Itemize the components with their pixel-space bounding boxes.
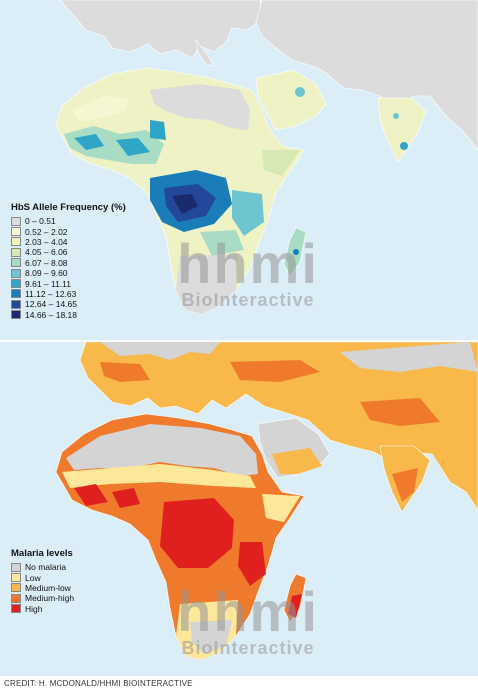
hbs-legend-title: HbS Allele Frequency (%): [11, 202, 126, 213]
hbs-legend-item: 0.52 – 2.02: [11, 226, 126, 237]
hbs-legend-swatch: [11, 247, 21, 257]
hbs-legend-label: 14.66 – 18.18: [25, 309, 77, 320]
hbs-map-graphic: [0, 0, 478, 340]
malaria-legend-item: High: [11, 604, 74, 614]
europe-landmass: [59, 0, 263, 59]
hbs-legend-swatch: [11, 227, 21, 237]
hbs-legend-label: 12.64 – 14.65: [25, 299, 77, 310]
malaria-levels-map: Malaria levels No malaria Low Medium-low Me…: [0, 342, 478, 676]
malaria-legend-label: Medium-low: [25, 582, 71, 593]
malaria-legend-swatch: [11, 593, 21, 603]
hbs-legend-item: 8.09 – 9.60: [11, 268, 126, 278]
malaria-legend-swatch: [11, 583, 21, 593]
malaria-legend-title: Malaria levels: [11, 548, 73, 559]
asia-landmass: [255, 0, 478, 151]
biointeractive-text: BioInteractive: [181, 290, 315, 310]
malaria-legend-item: Medium-high: [11, 593, 74, 603]
hhmi-watermark-bottom: hhmi BioInteractive: [148, 580, 348, 659]
hbs-legend-swatch: [11, 289, 21, 299]
hbs-legend-swatch: [11, 310, 21, 320]
hbs-legend-swatch: [11, 216, 21, 226]
eurasia-landmass: [79, 342, 478, 511]
hbs-legend-item: 11.12 – 12.63: [11, 289, 126, 299]
hbs-legend-label: 6.07 – 8.08: [25, 257, 68, 268]
malaria-legend-item: Low: [11, 572, 74, 583]
hbs-legend-label: 0 – 0.51: [25, 216, 56, 227]
malaria-legend-swatch: [11, 604, 21, 614]
hbs-legend-swatch: [11, 268, 21, 278]
hbs-legend-label: 0.52 – 2.02: [25, 226, 68, 237]
arabia-landmass: [255, 69, 327, 131]
hbs-legend-label: 8.09 – 9.60: [25, 268, 68, 279]
image-credit: CREDIT: H. MCDONALD/HHMI BIOINTERACTIVE: [4, 679, 193, 688]
hbs-legend-swatch: [11, 258, 21, 268]
hbs-legend-label: 4.05 – 6.06: [25, 247, 68, 258]
hbs-legend-swatch: [11, 279, 21, 289]
malaria-legend-label: High: [25, 603, 43, 614]
malaria-legend-item: No malaria: [11, 562, 74, 572]
hbs-legend-item: 2.03 – 4.04: [11, 237, 126, 247]
malaria-legend-label: No malaria: [25, 562, 67, 573]
hbs-legend-label: 11.12 – 12.63: [25, 288, 77, 299]
hbs-legend-item: 14.66 – 18.18: [11, 310, 126, 320]
malaria-legend-item: Medium-low: [11, 583, 74, 593]
hhmi-watermark-top: hhmi BioInteractive: [148, 232, 348, 311]
hbs-legend-label: 9.61 – 11.11: [25, 278, 72, 289]
hbs-legend: HbS Allele Frequency (%) 0 – 0.51 0.52 – …: [11, 202, 126, 320]
hbs-legend-label: 2.03 – 4.04: [25, 236, 68, 247]
hbs-legend-swatch: [11, 299, 21, 309]
hhmi-logo-text: hhmi: [177, 232, 319, 295]
malaria-legend-label: Medium-high: [25, 593, 75, 604]
hhmi-logo-text: hhmi: [177, 580, 319, 643]
hbs-legend-item: 9.61 – 11.11: [11, 278, 126, 289]
hbs-frequency-map: HbS Allele Frequency (%) 0 – 0.51 0.52 – …: [0, 0, 478, 340]
malaria-legend-swatch: [11, 573, 21, 583]
malaria-map-graphic: [0, 342, 478, 676]
hbs-legend-item: 6.07 – 8.08: [11, 258, 126, 268]
india-landmass: [377, 97, 427, 163]
hbs-legend-item: 12.64 – 14.65: [11, 299, 126, 309]
hbs-legend-item: 0 – 0.51: [11, 216, 126, 226]
biointeractive-text: BioInteractive: [181, 638, 315, 658]
malaria-legend-label: Low: [25, 572, 41, 583]
malaria-legend: Malaria levels No malaria Low Medium-low Me…: [11, 548, 74, 614]
hbs-legend-item: 4.05 – 6.06: [11, 247, 126, 257]
hbs-legend-swatch: [11, 237, 21, 247]
malaria-legend-swatch: [11, 562, 21, 572]
italy-landmass: [195, 39, 215, 67]
